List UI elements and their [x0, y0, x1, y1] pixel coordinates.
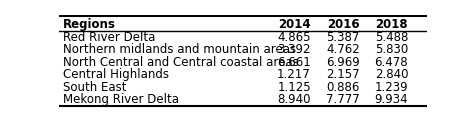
Text: 1.239: 1.239 [374, 81, 408, 94]
Text: Central Highlands: Central Highlands [63, 68, 169, 81]
Text: 2014: 2014 [278, 18, 311, 31]
Text: 5.488: 5.488 [375, 31, 408, 44]
Text: 5.830: 5.830 [375, 43, 408, 56]
Text: 2.157: 2.157 [326, 68, 360, 81]
Text: South East: South East [63, 81, 127, 94]
Text: 2.840: 2.840 [375, 68, 408, 81]
Text: North Central and Central coastal areas: North Central and Central coastal areas [63, 56, 299, 69]
Text: 6.969: 6.969 [326, 56, 360, 69]
Text: 0.886: 0.886 [327, 81, 360, 94]
Text: 4.865: 4.865 [277, 31, 311, 44]
Text: Red River Delta: Red River Delta [63, 31, 155, 44]
Text: Mekong River Delta: Mekong River Delta [63, 93, 179, 106]
Text: 4.762: 4.762 [326, 43, 360, 56]
Text: 9.934: 9.934 [374, 93, 408, 106]
Text: 1.217: 1.217 [277, 68, 311, 81]
Text: 6.478: 6.478 [374, 56, 408, 69]
Text: 2016: 2016 [327, 18, 360, 31]
Text: Regions: Regions [63, 18, 116, 31]
Text: Northern midlands and mountain areas: Northern midlands and mountain areas [63, 43, 296, 56]
Text: 5.387: 5.387 [327, 31, 360, 44]
Text: 7.777: 7.777 [326, 93, 360, 106]
Text: 6.661: 6.661 [277, 56, 311, 69]
Text: 8.940: 8.940 [277, 93, 311, 106]
Text: 1.125: 1.125 [277, 81, 311, 94]
Text: 3.392: 3.392 [277, 43, 311, 56]
Text: 2018: 2018 [375, 18, 408, 31]
